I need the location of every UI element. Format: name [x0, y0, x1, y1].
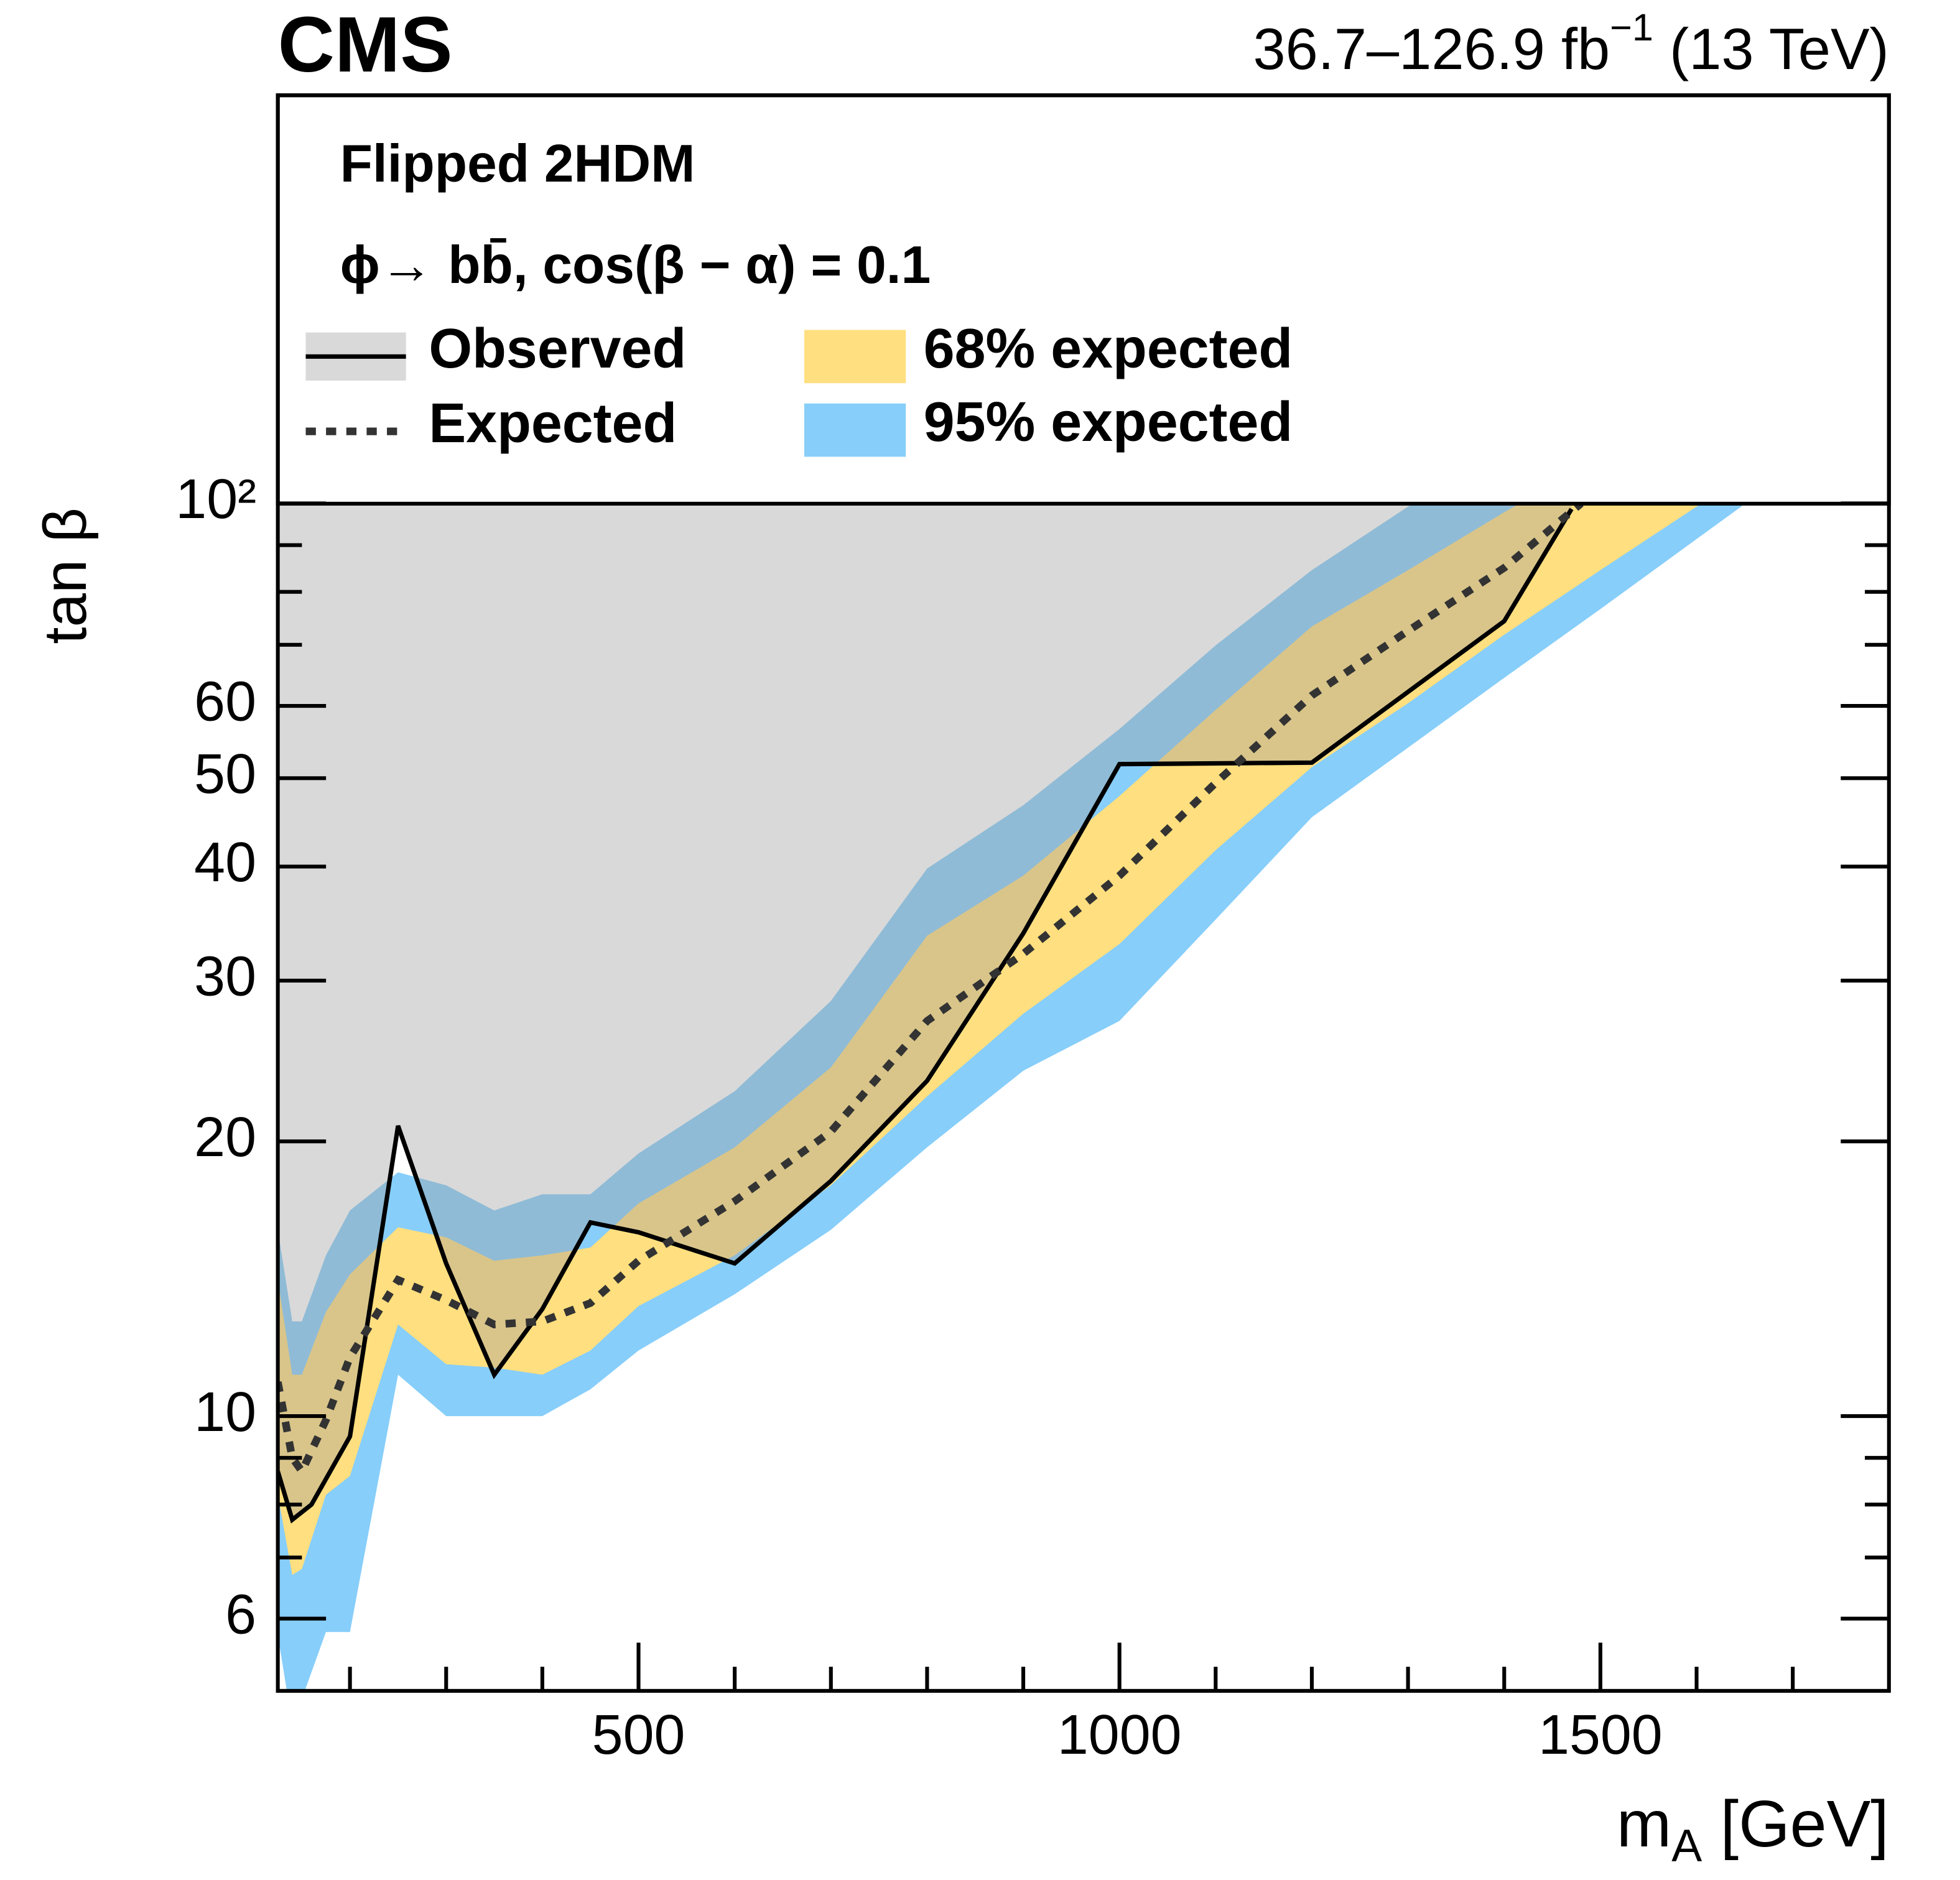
legend-swatch — [804, 330, 906, 384]
y-tick-label: 60 — [194, 671, 256, 733]
legend-swatch — [804, 403, 906, 457]
chart-title: CMS — [278, 1, 453, 88]
x-axis-label-text: [GeV] — [1702, 1787, 1889, 1861]
plot-frame — [276, 93, 1891, 1693]
legend-label: Observed — [429, 318, 686, 380]
process-label: ϕ→ bb̄, cos(β − α) = 0.1 — [340, 235, 931, 295]
model-label: Flipped 2HDM — [340, 134, 695, 193]
subtitle-superscript: −1 — [1610, 6, 1653, 49]
overlay: CMS Flipped 2HDM ϕ→ bb̄, cos(β − α) = 0.… — [30, 1, 1891, 1871]
y-tick-label: 20 — [194, 1106, 256, 1169]
y-tick-label: 40 — [194, 831, 256, 894]
x-axis-label-text: m — [1617, 1787, 1671, 1861]
y-tick-label: 10² — [175, 468, 256, 530]
legend-label: Expected — [429, 392, 677, 455]
legend-label: 68% expected — [924, 318, 1293, 380]
subtitle: 36.7–126.9 fb−1 (13 TeV) — [1253, 6, 1888, 81]
legend-box — [276, 93, 1891, 506]
observed-line — [277, 507, 1574, 1524]
x-axis-label: mA [GeV] — [1617, 1787, 1889, 1871]
y-tick-label: 6 — [225, 1583, 256, 1646]
subtitle-text: 36.7–126.9 fb — [1253, 16, 1610, 81]
x-tick-label: 500 — [592, 1704, 685, 1766]
y-tick-label: 30 — [194, 946, 256, 1008]
x-axis-label-subscript: A — [1671, 1820, 1702, 1871]
subtitle-text: (13 TeV) — [1653, 16, 1889, 81]
y-tick-label: 50 — [194, 743, 256, 805]
y-axis-label: tan β — [30, 507, 99, 644]
y-tick-label: 10 — [194, 1381, 256, 1443]
x-tick-label: 1000 — [1057, 1704, 1182, 1766]
x-tick-label: 1500 — [1538, 1704, 1663, 1766]
legend-label: 95% expected — [924, 391, 1293, 453]
expected-band — [277, 281, 1889, 1575]
